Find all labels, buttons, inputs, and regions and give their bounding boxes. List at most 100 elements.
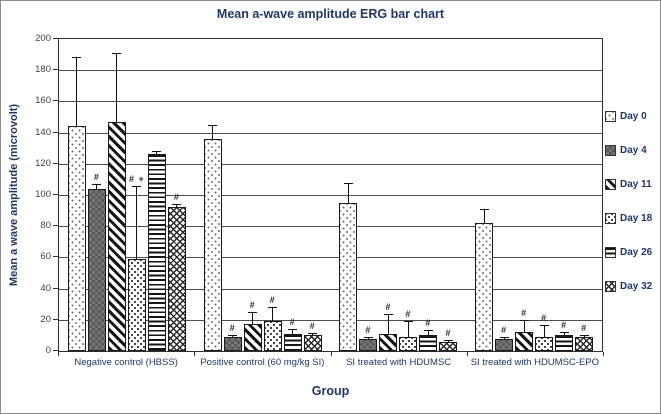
x-axis-title: Group — [311, 384, 350, 398]
error-bar — [292, 330, 294, 335]
y-tick-label: 0 — [45, 345, 51, 356]
y-tick-label: 80 — [40, 220, 51, 232]
grid-line — [59, 101, 602, 103]
error-bar-cap — [579, 335, 589, 336]
significance-marker: # — [385, 302, 392, 312]
significance-marker: # — [289, 317, 296, 327]
bar-day-0 — [339, 183, 358, 351]
error-bar — [543, 326, 545, 338]
error-bar — [387, 315, 389, 335]
legend-swatch-checker-dark-icon — [605, 145, 616, 156]
legend-item: Day 11 — [605, 179, 652, 190]
x-tick-mark — [194, 352, 196, 356]
bar-day-26: # — [419, 318, 438, 351]
error-bar — [483, 210, 485, 224]
bar-day-4: # — [495, 325, 514, 351]
legend-label: Day 26 — [620, 247, 653, 258]
error-bar-cap — [72, 57, 82, 58]
error-bar-cap — [403, 321, 413, 322]
legend-label: Day 4 — [620, 145, 647, 156]
error-bar — [427, 331, 429, 336]
legend-swatch-dots-sparse-icon — [605, 111, 616, 122]
legend-swatch-hlines-icon — [605, 247, 616, 258]
legend-item: Day 26 — [605, 247, 652, 258]
grid-line — [59, 288, 602, 290]
legend-item: Day 0 — [605, 111, 652, 122]
error-bar — [76, 58, 78, 127]
error-bar-cap — [479, 209, 489, 210]
error-bar — [347, 184, 349, 204]
y-tick-mark — [53, 162, 58, 164]
error-bar-cap — [363, 337, 373, 338]
error-bar-cap — [172, 204, 182, 205]
legend-swatch-crosshatch-icon — [605, 281, 616, 292]
error-bar — [272, 308, 274, 322]
error-bar — [583, 336, 585, 338]
x-tick-mark — [330, 352, 332, 356]
legend-item: Day 4 — [605, 145, 652, 156]
legend-item: Day 32 — [605, 281, 652, 292]
error-bar — [407, 322, 409, 338]
bar-group: # # # # # — [466, 39, 602, 351]
bar-group: # # # # # — [195, 39, 331, 351]
significance-marker: # — [249, 300, 256, 310]
legend-label: Day 0 — [620, 111, 647, 122]
grid-line — [59, 226, 602, 228]
significance-marker: # — [425, 318, 432, 328]
category-label: Negative control (HBSS) — [74, 357, 178, 368]
y-tick-mark — [53, 318, 58, 320]
bar-groups: # # + # # # # # # # # # # # # # # # # — [59, 39, 602, 351]
bar-day-26: # — [283, 317, 302, 351]
bar-day-18: # + — [127, 174, 146, 351]
y-tick-mark — [53, 100, 58, 102]
error-bar-cap — [383, 314, 393, 315]
y-tick-mark — [53, 38, 58, 39]
legend-swatch-dots-dense-icon — [605, 213, 616, 224]
y-tick-label: 160 — [35, 95, 51, 107]
error-bar — [232, 336, 234, 338]
significance-marker: # — [541, 313, 548, 323]
error-bar — [252, 313, 254, 325]
chart-title: Mean a-wave amplitude ERG bar chart — [216, 7, 445, 21]
error-bar — [96, 185, 98, 190]
y-tick-label: 120 — [35, 157, 51, 169]
category-label: SI treated with HDUMSC-EPO — [470, 357, 600, 368]
x-tick-mark — [603, 352, 604, 356]
bar-day-26 — [147, 151, 166, 351]
bar-day-11: # — [243, 300, 262, 351]
category-labels: Negative control (HBSS) Positive control … — [58, 357, 603, 368]
y-tick-label: 60 — [40, 251, 51, 263]
error-bar-cap — [132, 186, 142, 187]
x-tick-mark — [58, 352, 59, 356]
significance-marker: # + — [128, 174, 145, 184]
bar-day-32: # — [439, 328, 458, 351]
bar-day-18: # — [263, 295, 282, 351]
bar-day-18: # — [535, 313, 554, 351]
error-bar-cap — [308, 333, 318, 334]
bar-day-11 — [107, 53, 126, 351]
error-bar — [447, 341, 449, 343]
error-bar-cap — [268, 307, 278, 308]
y-tick-mark — [53, 350, 58, 351]
error-bar — [523, 321, 525, 333]
error-bar-cap — [208, 125, 218, 126]
legend-swatch-diag-stripes-icon — [605, 179, 616, 190]
error-bar-cap — [343, 183, 353, 184]
grid-line — [59, 70, 602, 72]
y-tick-label: 200 — [35, 33, 51, 44]
grid-line — [59, 257, 602, 259]
significance-marker: # — [561, 320, 568, 330]
legend: Day 0 Day 4 Day 11 Day 18 Day 26 Day 32 — [605, 111, 652, 292]
significance-marker: # — [173, 192, 180, 202]
bar-day-0 — [475, 209, 494, 351]
plot-area: # # + # # # # # # # # # # # # # # # # — [58, 38, 603, 352]
error-bar-cap — [499, 337, 509, 338]
y-tick-mark — [53, 69, 58, 71]
error-bar-cap — [288, 329, 298, 330]
y-tick-label: 40 — [40, 282, 51, 294]
significance-marker: # — [405, 309, 412, 319]
error-bar-cap — [152, 151, 162, 152]
error-bar-cap — [559, 332, 569, 333]
error-bar — [176, 205, 178, 208]
error-bar-cap — [519, 320, 529, 321]
